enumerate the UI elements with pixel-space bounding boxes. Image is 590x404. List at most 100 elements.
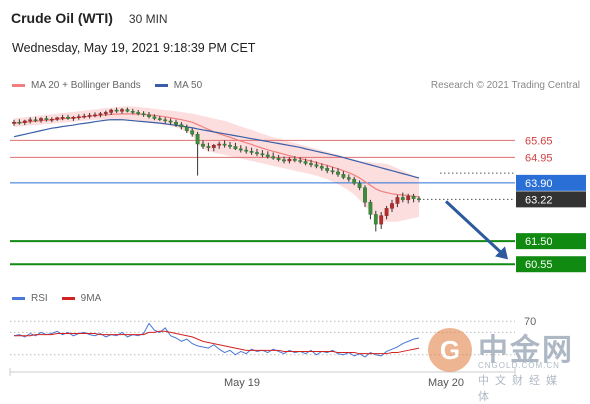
- candle-body: [346, 177, 351, 180]
- candle: [368, 199, 373, 220]
- candle-body: [60, 117, 65, 119]
- watermark-name: 中金网: [478, 334, 574, 367]
- candle: [55, 116, 60, 121]
- candle: [98, 111, 103, 118]
- candle: [103, 110, 108, 117]
- candle: [190, 128, 195, 137]
- candle: [352, 176, 357, 186]
- candle-body: [363, 187, 367, 203]
- candle-body: [238, 148, 243, 151]
- timestamp: Wednesday, May 19, 2021 9:18:39 PM CET: [12, 41, 256, 55]
- candle: [303, 158, 308, 166]
- candle-body: [66, 117, 70, 119]
- level-label-pivot: 63.90: [525, 178, 553, 190]
- candle-body: [309, 163, 313, 165]
- candle-body: [157, 118, 162, 120]
- candle-body: [17, 121, 22, 124]
- candle: [233, 142, 238, 151]
- candlesticks: [12, 107, 421, 232]
- candle-body: [103, 112, 108, 114]
- candle-body: [39, 118, 43, 121]
- ma50-swatch-icon: [154, 84, 168, 87]
- legend-rsi-label: RSI: [31, 293, 48, 304]
- candle-body: [190, 130, 195, 135]
- candle-body: [395, 197, 400, 204]
- candle-body: [379, 215, 384, 225]
- candle: [336, 168, 340, 177]
- candle-body: [147, 114, 151, 117]
- candle: [330, 167, 335, 175]
- candle-body: [228, 145, 232, 147]
- candle: [406, 193, 411, 204]
- candle-body: [114, 109, 119, 112]
- candle: [298, 157, 303, 164]
- candle-body: [152, 116, 157, 119]
- candle: [168, 118, 173, 125]
- watermark-logo-icon: G: [428, 328, 472, 372]
- candle: [238, 145, 243, 153]
- arrow-head-icon: [495, 246, 508, 260]
- candle-body: [55, 117, 60, 120]
- bollinger-bands: [14, 106, 419, 222]
- candle-body: [163, 119, 168, 122]
- candle: [136, 110, 141, 116]
- candle-body: [184, 126, 189, 131]
- candle: [255, 148, 259, 157]
- rsi-legend: RSI 9MA: [12, 293, 115, 304]
- candle: [395, 195, 400, 208]
- candle-body: [373, 214, 378, 225]
- candle: [417, 196, 421, 203]
- candle-body: [282, 159, 286, 162]
- candle-body: [174, 121, 178, 125]
- candle: [12, 119, 16, 126]
- candle-body: [49, 119, 54, 121]
- time-axis: May 19 May 20: [9, 368, 516, 389]
- ma50-line: [13, 119, 420, 179]
- candle-body: [125, 109, 130, 112]
- candle: [341, 171, 346, 180]
- legend-ma20-label: MA 20 + Bollinger Bands: [31, 80, 141, 91]
- watermark: G 中金网 CNGOLD.COM.CN 中文财经媒体: [428, 325, 578, 403]
- bollinger-fill: [14, 106, 419, 222]
- candle: [379, 212, 384, 229]
- legend-ma20: MA 20 + Bollinger Bands: [12, 80, 141, 91]
- candle: [217, 141, 222, 149]
- candle: [400, 192, 405, 203]
- candle-body: [303, 161, 308, 164]
- candle: [33, 116, 38, 123]
- candle: [384, 205, 389, 220]
- candle: [411, 193, 416, 203]
- candle: [87, 112, 92, 119]
- rsi-panel: 70: [10, 316, 536, 358]
- candle-body: [222, 143, 227, 146]
- candle: [195, 131, 200, 176]
- candle-body: [93, 114, 97, 117]
- price-legend: MA 20 + Bollinger Bands MA 50: [12, 80, 216, 91]
- level-label-last: 63.22: [525, 194, 553, 206]
- candle: [211, 144, 216, 152]
- rsi-ma-line: [14, 330, 420, 355]
- legend-ma50: MA 50: [154, 80, 203, 91]
- candle-body: [260, 153, 265, 156]
- x-tick-label: May 19: [224, 377, 260, 389]
- candle-body: [120, 109, 124, 112]
- candle-body: [82, 115, 87, 118]
- candle-body: [390, 203, 394, 209]
- level-labels: 65.65 64.95 63.90 63.22 61.50 60.55: [516, 135, 586, 273]
- candle: [282, 156, 286, 164]
- candle-body: [341, 174, 346, 178]
- candle: [17, 119, 22, 125]
- candle: [147, 111, 151, 119]
- legend-ma50-label: MA 50: [173, 80, 203, 91]
- level-label-box: [516, 233, 586, 250]
- candle: [39, 117, 43, 123]
- candle-body: [87, 115, 92, 117]
- candle-body: [44, 118, 49, 120]
- candle-body: [195, 134, 200, 145]
- candle: [49, 117, 54, 123]
- candle: [152, 114, 157, 121]
- candle: [390, 199, 394, 212]
- candle-body: [109, 109, 114, 113]
- timeframe-label[interactable]: 30 MIN: [128, 12, 168, 26]
